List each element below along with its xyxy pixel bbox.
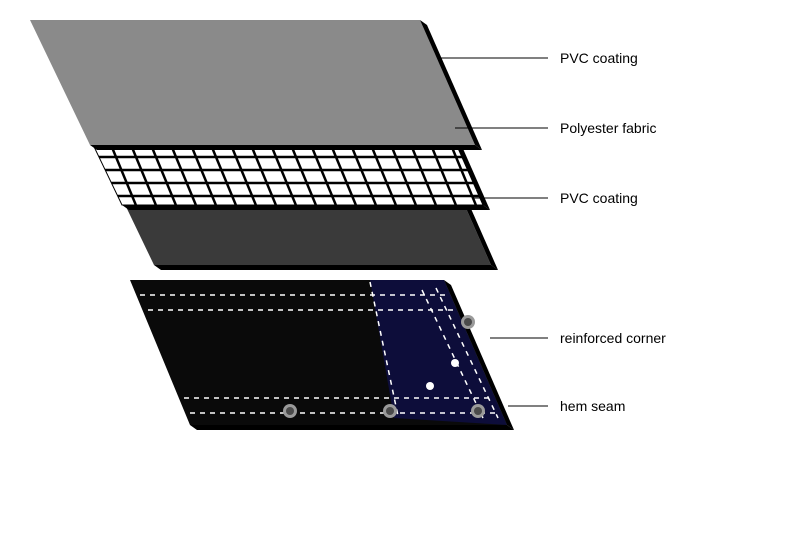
layer-top-pvc: [30, 20, 482, 150]
label-hem-seam: hem seam: [560, 398, 625, 414]
diagram-svg: [0, 0, 800, 533]
label-top-pvc: PVC coating: [560, 50, 638, 66]
label-bottom-pvc: PVC coating: [560, 190, 638, 206]
tarp-assembly: [130, 280, 514, 430]
rivet-dot: [426, 382, 434, 390]
material-layers-diagram: PVC coating Polyester fabric PVC coating…: [0, 0, 800, 533]
label-reinforced-corner: reinforced corner: [560, 330, 666, 346]
rivet-dot: [451, 359, 459, 367]
label-polyester: Polyester fabric: [560, 120, 656, 136]
